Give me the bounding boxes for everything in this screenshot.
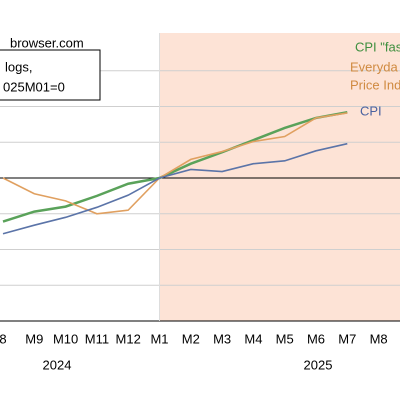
year-label: 2024 <box>43 357 72 372</box>
background <box>159 33 400 321</box>
note-line: logs, <box>5 59 32 74</box>
legend-label: CPI "fas <box>355 39 400 54</box>
legend-label: Price Ind <box>350 77 400 92</box>
x-tick-label: M4 <box>244 331 262 346</box>
x-tick-label: M3 <box>213 331 231 346</box>
year-label: 2025 <box>304 357 333 372</box>
legend-label: Everyda <box>350 59 398 74</box>
shaded-region <box>159 33 400 321</box>
x-tick-label: M10 <box>53 331 78 346</box>
x-tick-label: M9 <box>25 331 43 346</box>
x-tick-label: M11 <box>85 331 109 346</box>
x-tick-label: M2 <box>182 331 200 346</box>
grid: 8 M9 M10 M11 M12 M1 M2 M3 M4 M5 M6 M7 M8 <box>0 33 400 346</box>
x-tick-label: M6 <box>307 331 325 346</box>
legend-label: CPI <box>360 103 382 118</box>
note-box <box>0 49 101 101</box>
note-line: 025M01=0 <box>3 79 65 94</box>
series-line <box>2 112 348 215</box>
source: browser.com <box>10 35 84 50</box>
x-tick-label: M1 <box>150 331 168 346</box>
x-tick-label: M7 <box>338 331 356 346</box>
x-tick-label: M12 <box>116 331 141 346</box>
series-line <box>2 142 348 235</box>
x-tick-label: 8 <box>0 331 7 346</box>
x-tick-label: M5 <box>276 331 294 346</box>
series-line <box>2 110 348 223</box>
lines <box>2 110 348 235</box>
x-tick-label: M8 <box>370 331 388 346</box>
